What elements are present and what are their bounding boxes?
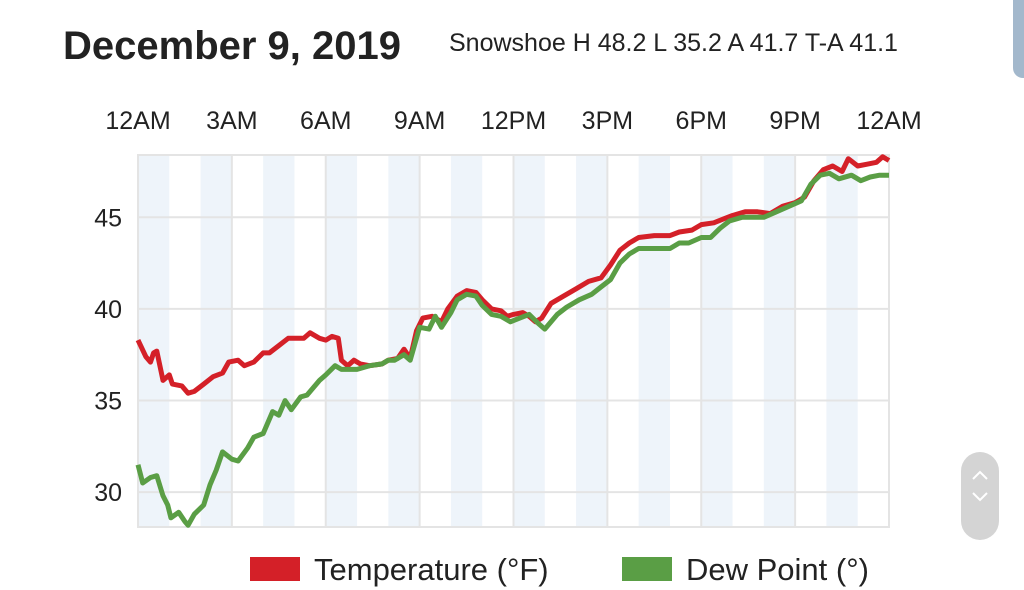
side-panel-tab[interactable]	[1013, 0, 1024, 78]
x-tick-label: 9AM	[394, 107, 445, 135]
hour-stripe	[263, 155, 295, 527]
x-tick-label: 9PM	[769, 107, 820, 135]
y-tick-label: 45	[94, 204, 122, 232]
page-title: December 9, 2019	[63, 24, 402, 68]
x-tick-label: 6AM	[300, 107, 351, 135]
hour-stripe	[450, 155, 483, 527]
hour-stripe	[325, 155, 358, 527]
temperature-legend-label: Temperature (°F)	[314, 552, 549, 587]
dew-point-legend-swatch	[622, 557, 672, 581]
y-tick-label: 40	[94, 296, 122, 324]
station-summary: Snowshoe H 48.2 L 35.2 A 41.7 T-A 41.1	[449, 29, 898, 57]
temperature-line	[135, 154, 891, 396]
dew-point-legend-label: Dew Point (°)	[686, 552, 869, 587]
x-tick-label: 12AM	[105, 107, 170, 135]
x-tick-label: 3AM	[206, 107, 257, 135]
y-tick-label: 35	[94, 388, 122, 416]
hour-stripe	[701, 155, 733, 527]
x-tick-label: 3PM	[582, 107, 633, 135]
hour-stripe	[576, 155, 608, 527]
scroll-buttons[interactable]	[961, 452, 999, 540]
chevron-down-icon[interactable]	[972, 492, 988, 502]
x-tick-label: 12PM	[481, 107, 546, 135]
temperature-legend-swatch	[250, 557, 300, 581]
hour-stripe	[513, 155, 545, 527]
hour-stripe	[826, 155, 858, 527]
x-tick-label: 6PM	[676, 107, 727, 135]
hour-stripe	[638, 155, 670, 527]
x-tick-label: 12AM	[856, 107, 921, 135]
hour-stripe	[138, 155, 170, 527]
y-tick-label: 30	[94, 479, 122, 507]
chevron-up-icon[interactable]	[972, 470, 988, 480]
dew-point-line	[135, 170, 889, 528]
